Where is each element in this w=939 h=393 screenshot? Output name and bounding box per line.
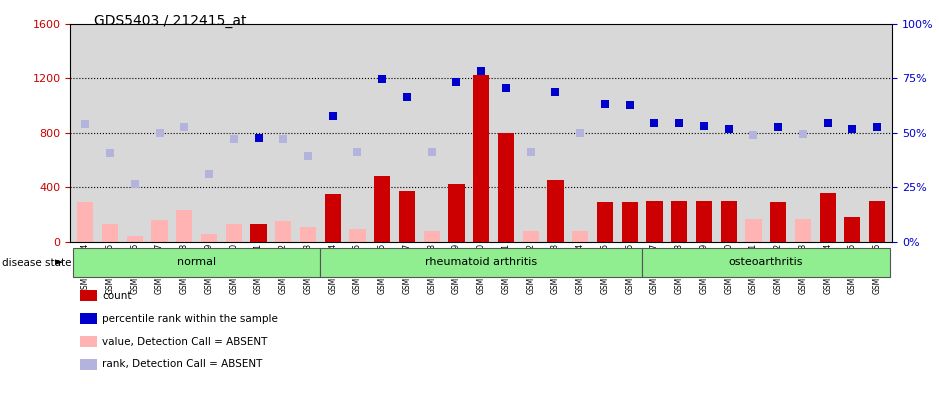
Text: disease state: disease state bbox=[2, 257, 71, 268]
Bar bbox=[449, 184, 465, 242]
Bar bbox=[349, 230, 365, 242]
Point bbox=[548, 88, 563, 95]
Point bbox=[499, 84, 514, 91]
Bar bbox=[375, 176, 391, 242]
Point bbox=[251, 135, 266, 141]
Bar bbox=[820, 193, 836, 242]
Bar bbox=[73, 248, 320, 277]
Text: osteoarthritis: osteoarthritis bbox=[729, 257, 803, 267]
Bar bbox=[498, 132, 514, 242]
Point bbox=[152, 129, 167, 136]
Bar bbox=[102, 224, 118, 242]
Point bbox=[746, 132, 761, 138]
Bar bbox=[870, 201, 885, 242]
Text: rheumatoid arthritis: rheumatoid arthritis bbox=[425, 257, 537, 267]
Point bbox=[647, 120, 662, 126]
Bar bbox=[151, 220, 167, 242]
Point bbox=[623, 102, 638, 108]
Bar bbox=[572, 231, 588, 242]
Point bbox=[671, 120, 686, 126]
Bar bbox=[642, 248, 889, 277]
Bar bbox=[696, 201, 712, 242]
Point bbox=[325, 113, 340, 119]
Point bbox=[128, 181, 143, 187]
Point bbox=[177, 124, 192, 130]
Bar bbox=[597, 202, 613, 242]
Point bbox=[350, 149, 365, 155]
Bar bbox=[177, 210, 192, 242]
Bar bbox=[547, 180, 563, 242]
Bar bbox=[646, 201, 663, 242]
Point bbox=[795, 131, 810, 137]
Bar bbox=[201, 233, 217, 242]
Point bbox=[870, 124, 885, 130]
Bar bbox=[473, 75, 489, 242]
Bar bbox=[77, 202, 93, 242]
Bar bbox=[523, 231, 539, 242]
Bar bbox=[251, 224, 267, 242]
Bar bbox=[127, 236, 143, 242]
Bar bbox=[720, 202, 737, 242]
Point bbox=[375, 76, 390, 83]
Point bbox=[202, 171, 217, 177]
Point bbox=[697, 123, 712, 129]
Bar bbox=[746, 219, 762, 242]
Bar bbox=[770, 202, 786, 242]
Text: GDS5403 / 212415_at: GDS5403 / 212415_at bbox=[94, 14, 246, 28]
Bar bbox=[300, 227, 316, 242]
Text: value, Detection Call = ABSENT: value, Detection Call = ABSENT bbox=[102, 336, 268, 347]
Point bbox=[102, 150, 117, 156]
Point bbox=[597, 101, 612, 107]
Bar bbox=[622, 202, 638, 242]
Point bbox=[573, 129, 588, 136]
Bar bbox=[671, 202, 687, 242]
Text: rank, Detection Call = ABSENT: rank, Detection Call = ABSENT bbox=[102, 359, 263, 369]
Point bbox=[276, 136, 291, 143]
Bar bbox=[225, 224, 242, 242]
Text: percentile rank within the sample: percentile rank within the sample bbox=[102, 314, 278, 324]
Point bbox=[226, 136, 241, 143]
Point bbox=[300, 152, 316, 159]
Bar bbox=[795, 219, 811, 242]
Bar bbox=[844, 217, 860, 242]
Text: normal: normal bbox=[177, 257, 216, 267]
Point bbox=[78, 121, 93, 128]
Point bbox=[721, 125, 736, 132]
Point bbox=[399, 94, 414, 100]
Point bbox=[424, 149, 439, 155]
Bar bbox=[320, 248, 642, 277]
Point bbox=[771, 124, 786, 130]
Bar bbox=[325, 194, 341, 242]
Point bbox=[449, 79, 464, 85]
Text: count: count bbox=[102, 291, 131, 301]
Point bbox=[523, 149, 538, 155]
Bar bbox=[423, 231, 439, 242]
Point bbox=[845, 125, 860, 132]
Point bbox=[820, 120, 835, 126]
Point bbox=[473, 68, 488, 74]
Bar bbox=[399, 191, 415, 242]
Bar bbox=[275, 221, 291, 242]
Text: ►: ► bbox=[55, 257, 64, 268]
